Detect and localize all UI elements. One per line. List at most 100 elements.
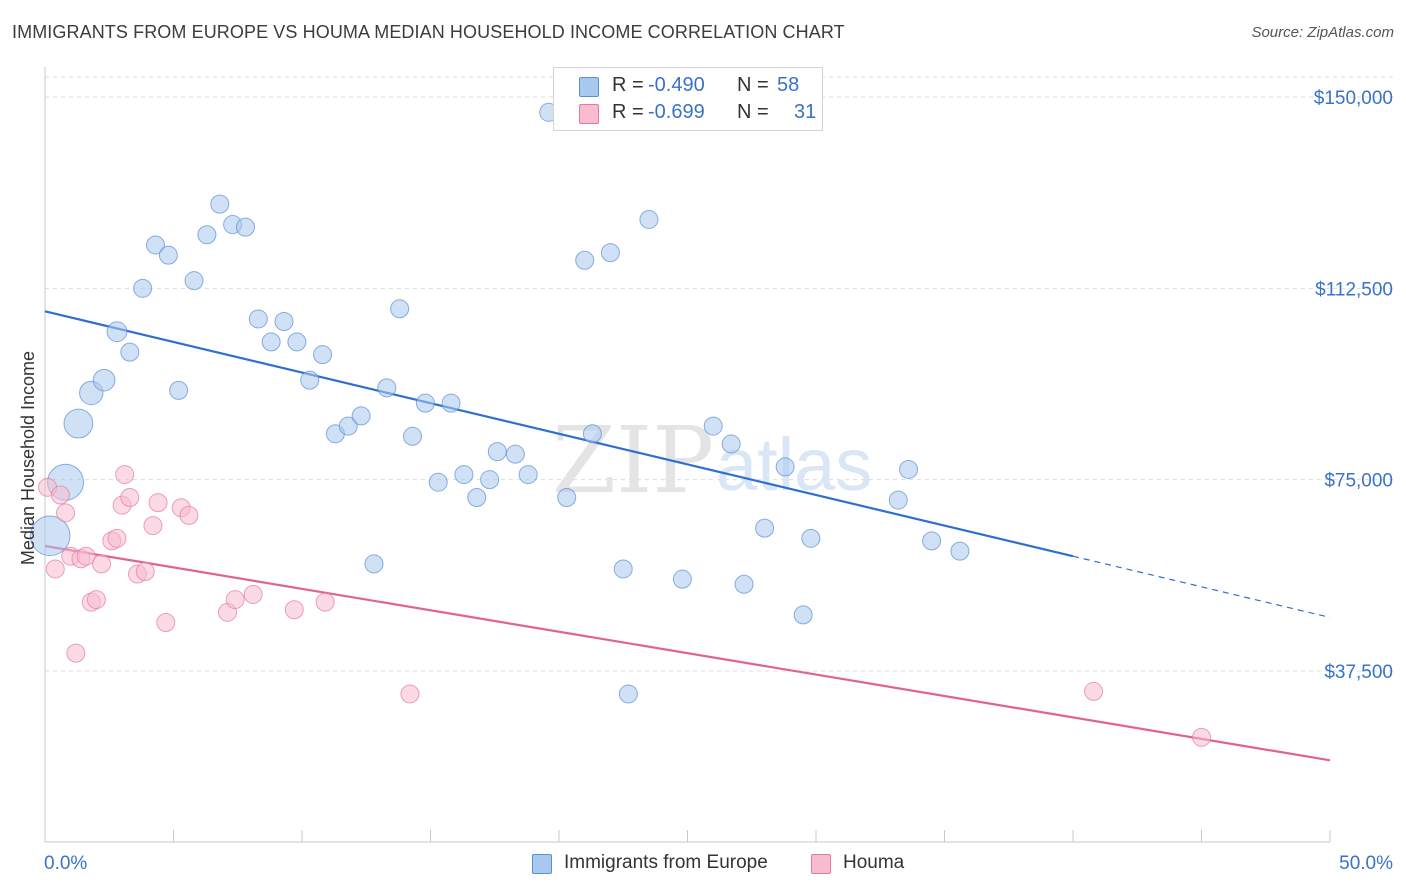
point-europe xyxy=(274,311,294,331)
point-europe xyxy=(922,531,942,551)
point-europe xyxy=(313,345,333,365)
watermark-zip: ZIP xyxy=(552,407,714,514)
point-houma xyxy=(66,643,86,663)
legend-swatch-houma xyxy=(579,104,599,124)
point-europe xyxy=(287,332,307,352)
y-tick-label: $75,000 xyxy=(1324,471,1393,492)
legend-n-label: N = xyxy=(737,101,769,123)
point-houma xyxy=(135,562,155,582)
x-tick-label-min: 0.0% xyxy=(44,853,87,874)
point-houma xyxy=(156,613,176,633)
series-label-houma: Houma xyxy=(843,852,905,873)
point-europe xyxy=(210,194,230,214)
x-tick-label-max: 50.0% xyxy=(1339,853,1393,874)
point-europe xyxy=(63,408,94,439)
y-tick-label: $112,500 xyxy=(1315,279,1393,300)
point-europe xyxy=(672,569,692,589)
data-points xyxy=(29,102,1211,747)
point-europe xyxy=(575,250,595,270)
point-europe xyxy=(92,368,116,392)
source-note: Source: ZipAtlas.com xyxy=(1251,24,1394,41)
point-europe xyxy=(158,245,178,265)
point-houma xyxy=(92,554,112,574)
point-houma xyxy=(56,503,76,523)
point-europe xyxy=(899,459,919,479)
chart-title: IMMIGRANTS FROM EUROPE VS HOUMA MEDIAN H… xyxy=(12,22,845,42)
y-tick-label: $150,000 xyxy=(1314,88,1393,109)
series-swatch-europe xyxy=(532,854,552,874)
point-europe xyxy=(487,442,507,462)
point-houma xyxy=(400,684,420,704)
gridlines xyxy=(45,76,1395,672)
series-swatch-houma xyxy=(811,854,831,874)
trend-lines xyxy=(44,310,1331,762)
tick-labels: $37,500 $75,000 $112,500 $150,000 0.0% 50.0% xyxy=(44,88,1393,874)
point-europe xyxy=(505,444,525,464)
point-europe xyxy=(618,684,638,704)
y-axis-label: Median Household Income xyxy=(18,351,38,565)
point-europe xyxy=(557,488,577,508)
point-europe xyxy=(480,470,500,490)
point-europe xyxy=(801,528,821,548)
point-houma xyxy=(1084,681,1104,701)
point-houma xyxy=(45,559,65,579)
legend-row-houma: R = -0.699 N = 31 xyxy=(554,101,822,127)
point-europe xyxy=(441,393,461,413)
point-houma xyxy=(86,590,106,610)
trend-line-europe xyxy=(44,310,1074,558)
legend-n-value: 31 xyxy=(794,101,817,123)
point-europe xyxy=(793,605,813,625)
point-europe xyxy=(29,515,71,557)
point-houma xyxy=(315,592,335,612)
point-europe xyxy=(888,490,908,510)
point-europe xyxy=(300,370,320,390)
point-europe xyxy=(351,406,371,426)
point-europe xyxy=(613,559,633,579)
point-houma xyxy=(107,528,127,548)
point-europe xyxy=(377,378,397,398)
legend-r-label: R = xyxy=(612,74,644,96)
legend-r-value: -0.699 xyxy=(648,101,705,123)
point-houma xyxy=(148,493,168,513)
axes xyxy=(44,67,1331,843)
point-europe xyxy=(235,217,255,237)
point-europe xyxy=(428,472,448,492)
legend-swatch-europe xyxy=(579,77,599,97)
legend-n-label: N = xyxy=(737,74,769,96)
point-houma xyxy=(225,590,245,610)
point-europe xyxy=(364,554,384,574)
point-houma xyxy=(120,488,140,508)
point-houma xyxy=(243,584,263,604)
point-europe xyxy=(755,518,775,538)
point-europe xyxy=(639,209,659,229)
series-label-europe: Immigrants from Europe xyxy=(564,852,768,873)
point-europe xyxy=(338,416,358,436)
point-houma xyxy=(284,600,304,620)
point-europe xyxy=(600,243,620,263)
point-europe xyxy=(582,424,602,444)
point-europe xyxy=(721,434,741,454)
legend-row-europe: R = -0.490 N = 58 xyxy=(554,74,822,100)
point-houma xyxy=(179,505,199,525)
point-houma xyxy=(76,546,96,566)
point-europe xyxy=(467,488,487,508)
legend-r-value: -0.490 xyxy=(648,74,705,96)
point-europe xyxy=(390,299,410,319)
point-europe xyxy=(734,574,754,594)
point-europe xyxy=(133,278,153,298)
point-europe xyxy=(261,332,281,352)
point-europe xyxy=(403,426,423,446)
point-europe xyxy=(775,457,795,477)
legend-n-value: 58 xyxy=(777,74,800,96)
point-europe xyxy=(169,380,189,400)
point-houma xyxy=(115,465,135,485)
point-europe xyxy=(950,541,970,561)
point-houma xyxy=(50,485,70,505)
point-europe xyxy=(184,271,204,291)
legend-r-label: R = xyxy=(612,101,644,123)
point-houma xyxy=(143,516,163,536)
point-europe xyxy=(454,465,474,485)
point-europe xyxy=(703,416,723,436)
point-europe xyxy=(248,309,268,329)
